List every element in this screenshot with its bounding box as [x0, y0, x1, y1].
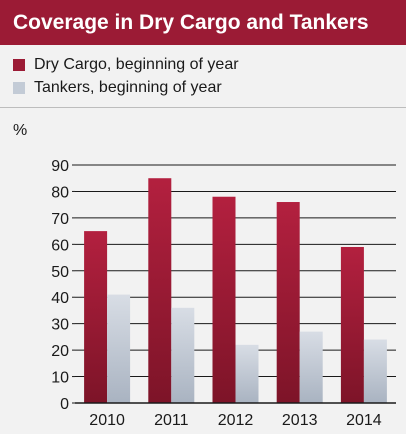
y-axis-unit-label: % [13, 122, 27, 139]
legend-label-dry-cargo: Dry Cargo, beginning of year [34, 56, 239, 73]
bar-tankers-2012 [235, 344, 259, 403]
bars [84, 178, 387, 403]
bar-tankers-2011 [171, 307, 195, 403]
x-tick-label: 2010 [89, 412, 125, 429]
legend-swatch-tankers [13, 82, 25, 94]
legend-item-dry-cargo: Dry Cargo, beginning of year [13, 56, 239, 74]
bar-dry-cargo-2011 [148, 178, 172, 403]
bar-chart: % 0 10 20 30 40 50 60 70 80 90 2010 2011 2012 2013 201… [13, 122, 396, 429]
bar-tankers-2010 [107, 294, 131, 403]
chart-title: Coverage in Dry Cargo and Tankers [0, 0, 406, 45]
chart-legend: Dry Cargo, beginning of year Tankers, be… [0, 45, 406, 108]
y-tick-label: 70 [51, 211, 69, 228]
y-tick-label: 50 [51, 264, 69, 281]
y-tick-label: 60 [51, 237, 69, 254]
axes: 0 10 20 30 40 50 60 70 80 90 2010 2011 2012 2013 2014 [51, 158, 396, 429]
x-tick-label: 2014 [346, 412, 382, 429]
bar-dry-cargo-2014 [340, 246, 364, 403]
y-tick-label: 80 [51, 184, 69, 201]
bar-dry-cargo-2010 [84, 231, 108, 403]
y-tick-label: 20 [51, 343, 69, 360]
x-tick-label: 2013 [282, 412, 318, 429]
bar-dry-cargo-2012 [212, 196, 236, 403]
legend-item-tankers: Tankers, beginning of year [13, 79, 222, 97]
y-tick-label: 10 [51, 370, 69, 387]
y-tick-label: 40 [51, 290, 69, 307]
y-tick-label: 30 [51, 317, 69, 334]
bar-tankers-2013 [299, 331, 323, 403]
legend-label-tankers: Tankers, beginning of year [34, 79, 222, 96]
bar-tankers-2014 [363, 339, 387, 403]
y-tick-label: 0 [60, 396, 69, 413]
plot-area: % 0 10 20 30 40 50 60 70 80 90 2010 2011 2012 2013 201… [0, 108, 406, 434]
legend-swatch-dry-cargo [13, 59, 25, 71]
bar-dry-cargo-2013 [276, 202, 300, 403]
x-tick-label: 2011 [154, 412, 189, 429]
x-tick-label: 2012 [218, 412, 254, 429]
y-tick-label: 90 [51, 158, 69, 175]
